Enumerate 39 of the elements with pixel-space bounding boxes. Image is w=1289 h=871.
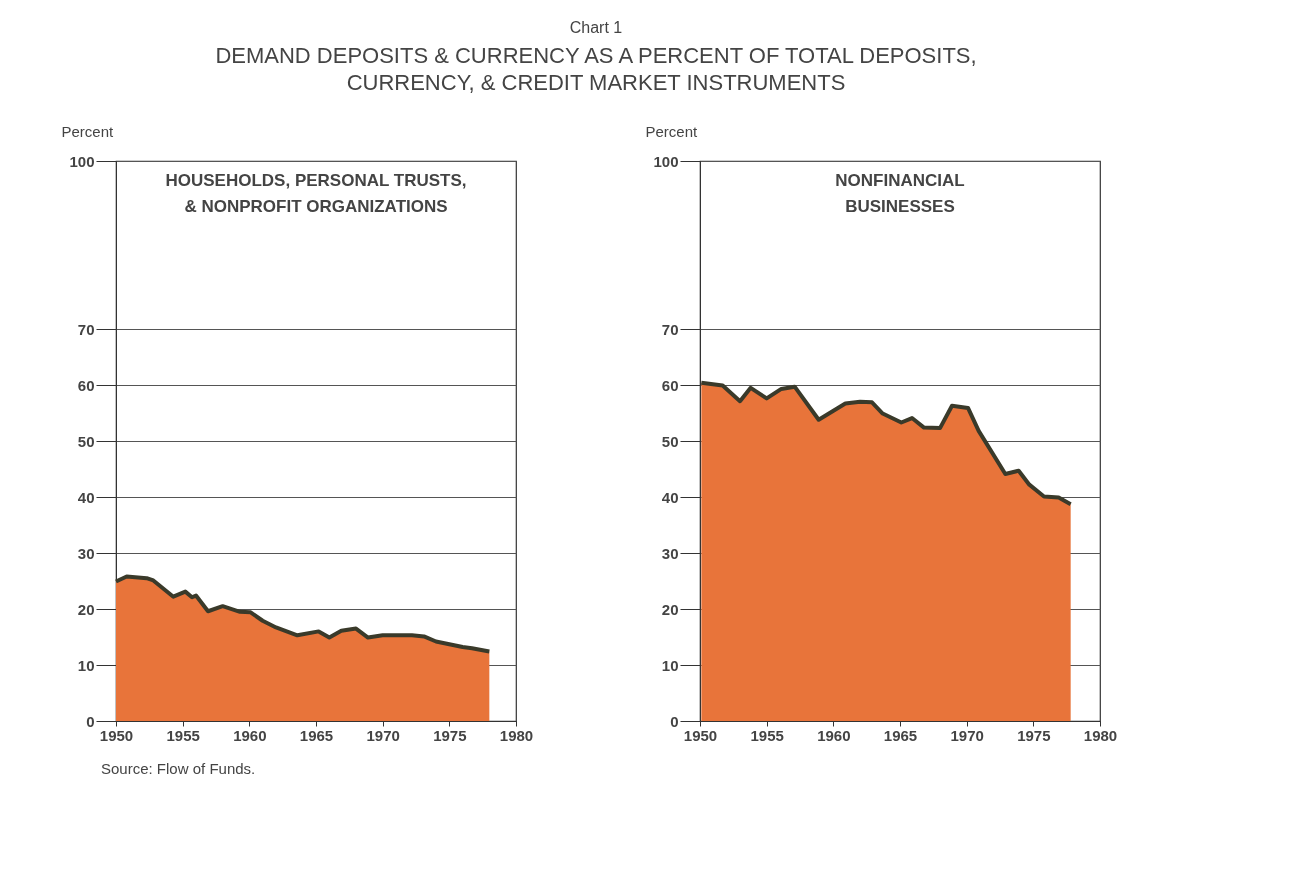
caption: Chart 1 <box>569 19 623 36</box>
y-tick-label: 30 <box>77 544 95 562</box>
source-note: Source: Flow of Funds. <box>101 760 256 777</box>
y-tick-label: 60 <box>661 376 679 394</box>
y-tick-label: 70 <box>77 320 95 338</box>
y-axis-title: Percent <box>61 122 115 140</box>
text: DEMAND DEPOSITS & CURRENCY AS A PERCENT OF TOTAL DEPOSITS, CURRENCY, & CREDIT MARKET INSTRUMENTS <box>215 43 977 95</box>
x-tick-label: 1970 <box>950 726 984 744</box>
x-tick-label: 1955 <box>166 726 200 744</box>
y-tick-label: 10 <box>661 656 679 674</box>
y-tick-label: 10 <box>77 656 95 674</box>
x-tick-label: 1970 <box>366 726 400 744</box>
x-tick-label: 1955 <box>750 726 784 744</box>
x-tick-label: 1975 <box>1017 726 1051 744</box>
y-tick-label: 40 <box>77 488 95 506</box>
y-tick-label: 60 <box>77 376 95 394</box>
x-tick-label: 1965 <box>883 726 918 744</box>
y-tick-label: 20 <box>661 600 679 618</box>
y-tick-label: 70 <box>661 320 679 338</box>
y-tick-label: 50 <box>77 432 95 450</box>
y-axis-title: Percent <box>645 122 699 140</box>
y-tick-label: 0 <box>670 712 679 730</box>
y-tick-label: 100 <box>653 152 679 170</box>
y-tick-label: 100 <box>69 152 95 170</box>
y-tick-label: 20 <box>77 600 95 618</box>
y-tick-label: 40 <box>661 488 679 506</box>
x-tick-label: 1965 <box>299 726 334 744</box>
text: NONFINANCIAL BUSINESSES <box>835 171 965 216</box>
x-tick-label: 1950 <box>683 726 718 744</box>
y-tick-label: 50 <box>661 432 679 450</box>
x-tick-label: 1980 <box>499 726 534 744</box>
x-tick-label: 1975 <box>433 726 467 744</box>
x-tick-label: 1960 <box>233 726 267 744</box>
text: HOUSEHOLDS, PERSONAL TRUSTS, & NONPROFIT ORGANIZATIONS <box>165 171 467 216</box>
y-tick-label: 0 <box>86 712 95 730</box>
y-tick-label: 30 <box>661 544 679 562</box>
x-tick-label: 1960 <box>817 726 851 744</box>
x-tick-label: 1950 <box>99 726 134 744</box>
x-tick-label: 1980 <box>1083 726 1118 744</box>
